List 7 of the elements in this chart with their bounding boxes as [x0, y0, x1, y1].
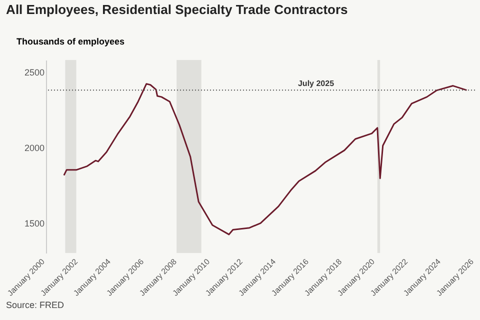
y-tick-label: 2500 [24, 68, 44, 78]
y-tick-label: 1500 [24, 218, 44, 228]
source-note: Source: FRED [5, 300, 66, 312]
y-axis-title: Thousands of employees [16, 36, 125, 46]
ref-line-label: July 2025 [298, 79, 335, 88]
chart-title: All Employees, Residential Specialty Trade Contractors [6, 2, 348, 17]
y-tick-label: 2000 [24, 142, 44, 153]
